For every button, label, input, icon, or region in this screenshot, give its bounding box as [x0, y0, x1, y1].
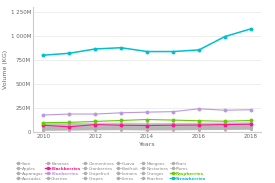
Y-axis label: Volume (KG): Volume (KG) [3, 50, 8, 89]
Legend: Sum, Apples, Asparagas, Avocados, Bananas, Blackberries, Blueberries, Cherries, : Sum, Apples, Asparagas, Avocados, Banana… [16, 162, 206, 181]
X-axis label: Years: Years [139, 142, 155, 147]
